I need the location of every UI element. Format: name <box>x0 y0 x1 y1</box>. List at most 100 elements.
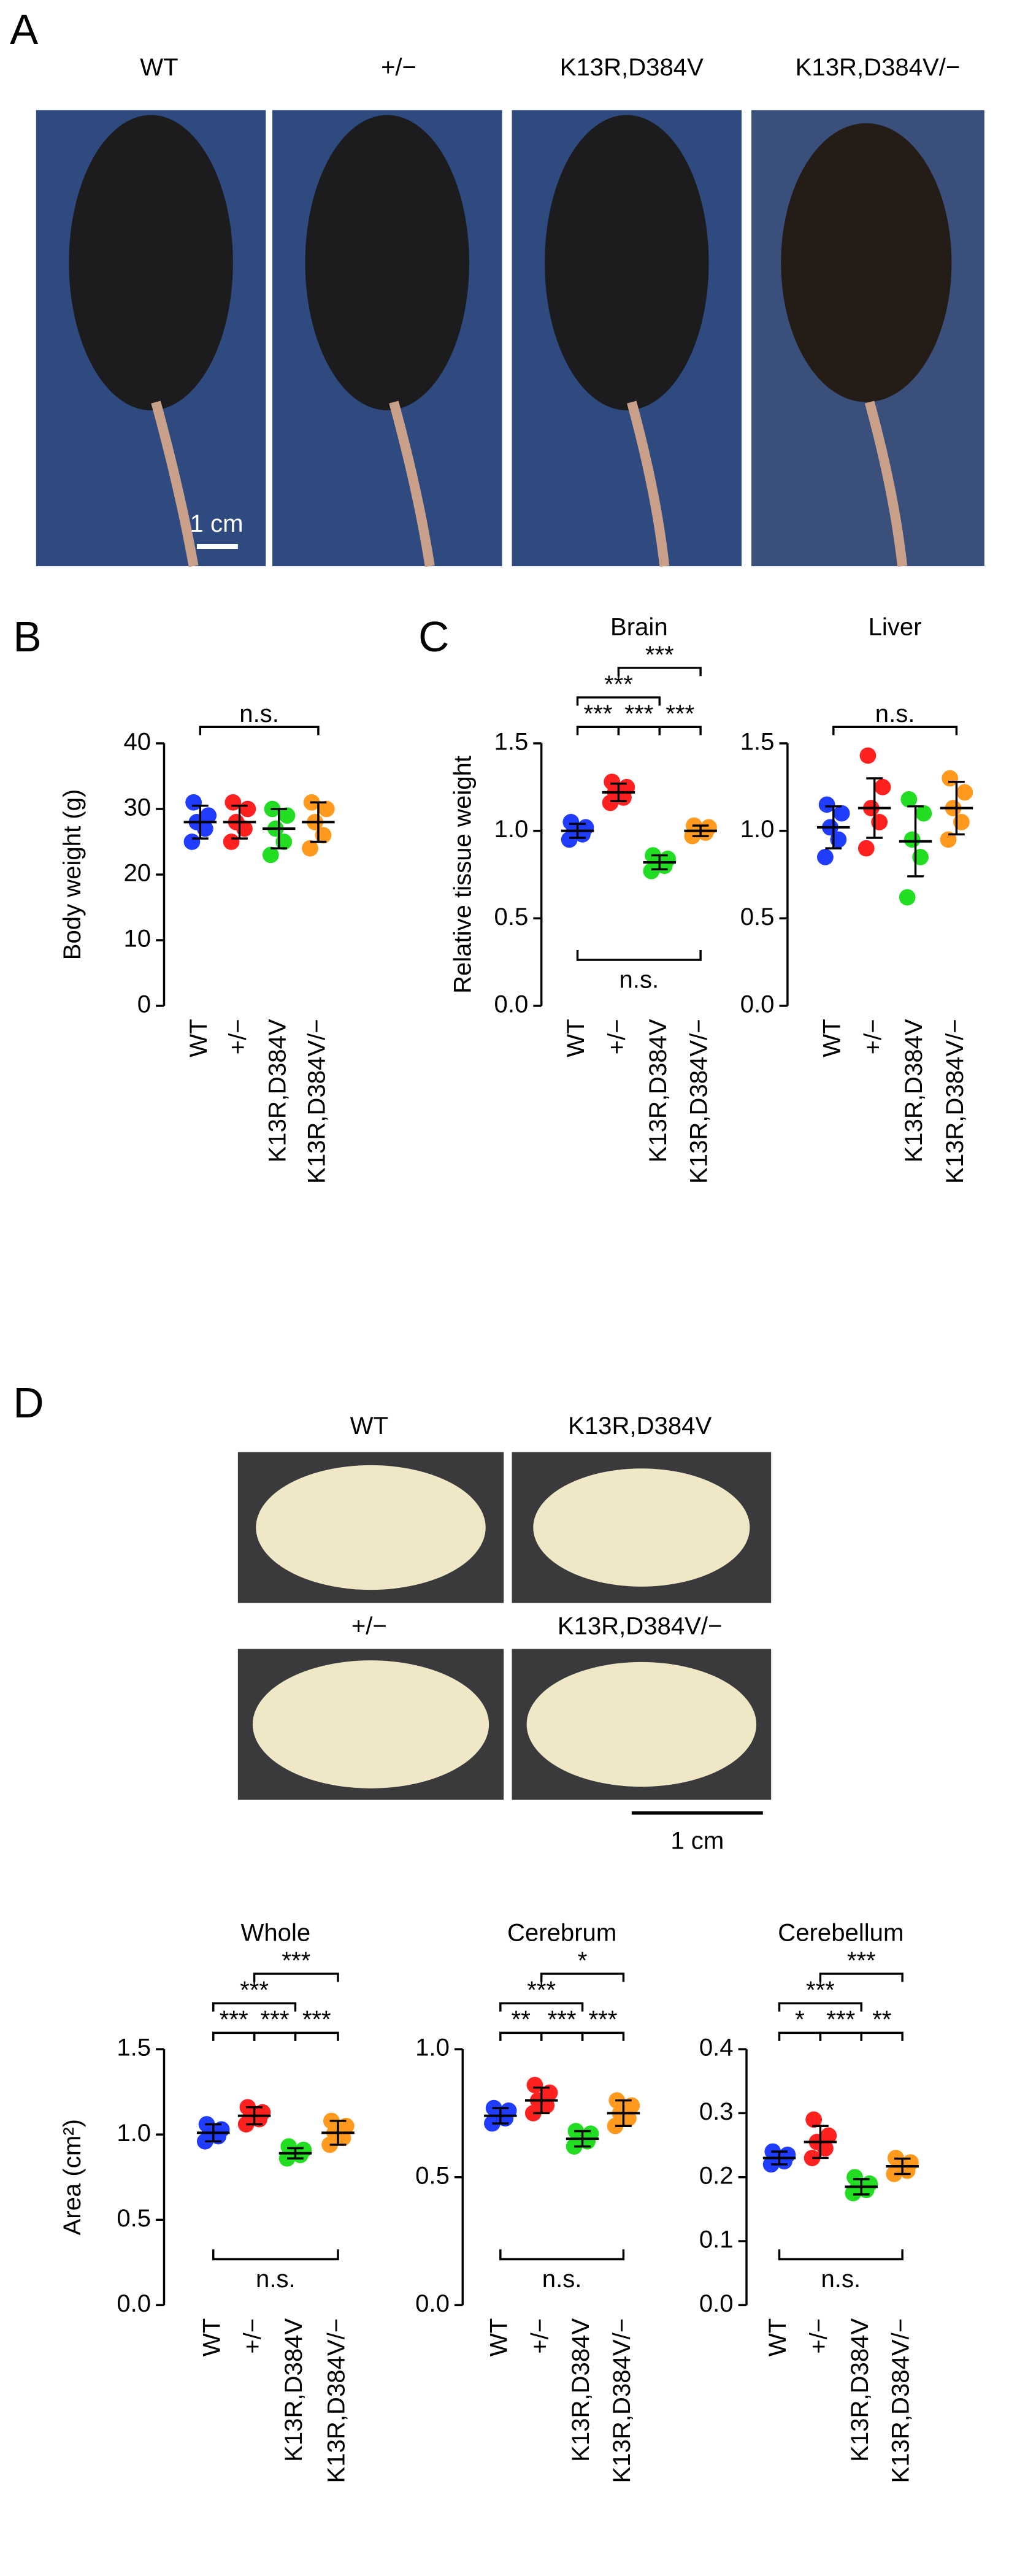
data-point <box>659 850 677 867</box>
y-tick-label: 1.5 <box>740 728 775 756</box>
data-point <box>526 2077 543 2093</box>
data-point <box>200 807 217 824</box>
y-tick-label: 0.0 <box>494 991 529 1018</box>
chart: Liver 0.0 0.5 1.0 1.5 WT +/− K13R,D384V K13R,D38… <box>740 613 973 1184</box>
data-point <box>562 813 580 830</box>
significance-bracket <box>253 1972 339 1982</box>
x-tick-label: WT <box>185 1019 212 1057</box>
data-point <box>900 791 918 808</box>
chart: Brain Relative tissue weight 0.0 0.5 1.0 1.5 W… <box>449 613 717 1184</box>
mouse-photos: WT +/− K13R,D384V K13R,D384V/− 1 cm <box>36 53 984 567</box>
photo-label: +/− <box>381 53 416 81</box>
y-tick-label: 1.5 <box>494 728 529 756</box>
y-tick-label: 0.5 <box>117 2204 151 2232</box>
data-point <box>846 2169 863 2186</box>
x-tick-label: K13R,D384V/− <box>608 2318 635 2483</box>
chart: Body weight (g) 0 10 20 30 40 WT +/− K13R,D384V K… <box>58 700 335 1184</box>
significance-bracket <box>540 1972 625 1982</box>
significance-label: n.s. <box>821 2265 861 2293</box>
x-tick-label: WT <box>764 2318 791 2356</box>
x-tick-label: +/− <box>224 1019 251 1054</box>
panel-letter: D <box>13 1379 44 1427</box>
significance-label: *** <box>220 2006 248 2033</box>
x-tick-label: K13R,D384V/− <box>941 1019 969 1184</box>
photo <box>512 1649 772 1800</box>
chart: Whole Area (cm²) 0.0 0.5 1.0 1.5 WT +/− K13R,D38… <box>58 1919 355 2483</box>
photo-label: WT <box>140 53 178 81</box>
significance-bracket <box>212 2249 339 2261</box>
significance-bracket <box>778 2249 903 2261</box>
x-tick-label: K13R,D384V/− <box>323 2318 350 2483</box>
chart-title: Brain <box>610 613 668 640</box>
significance-label: *** <box>584 700 613 727</box>
panel-letter: B <box>13 613 41 661</box>
y-tick-label: 1.0 <box>117 2119 151 2147</box>
x-tick-label: K13R,D384V <box>846 2318 873 2462</box>
data-point <box>915 805 932 822</box>
y-tick-label: 30 <box>123 794 151 821</box>
y-tick-label: 0.5 <box>740 903 775 930</box>
data-point <box>859 747 877 764</box>
significance-label: *** <box>302 2006 331 2033</box>
data-point <box>861 2175 878 2192</box>
photo-label: K13R,D384V/− <box>558 1612 723 1639</box>
significance-label: *** <box>826 2006 855 2033</box>
panel-letter: A <box>10 6 39 53</box>
significance-label: * <box>795 2006 805 2033</box>
y-tick-label: 40 <box>123 728 151 756</box>
significance-label: n.s. <box>239 700 279 727</box>
photo <box>237 1452 504 1603</box>
significance-bracket <box>778 2002 863 2012</box>
x-tick-label: WT <box>818 1019 845 1057</box>
x-tick-label: +/− <box>859 1019 886 1054</box>
chart: Cerebellum 0.0 0.1 0.2 0.3 0.4 WT +/− K13R,D384V… <box>699 1919 919 2483</box>
photo-label: K13R,D384V/− <box>796 53 961 81</box>
data-point <box>302 840 318 857</box>
chart-title: Cerebrum <box>507 1919 616 1946</box>
x-tick-label: K13R,D384V/− <box>887 2318 915 2483</box>
significance-bracket <box>832 726 958 735</box>
x-tick-label: WT <box>562 1019 589 1057</box>
y-axis-label: Area (cm²) <box>58 2119 86 2235</box>
significance-bracket <box>499 2249 625 2261</box>
significance-bracket <box>294 2031 339 2041</box>
significance-label: n.s. <box>542 2265 582 2293</box>
y-tick-label: 0.5 <box>415 2161 450 2189</box>
photo-label: WT <box>350 1412 388 1439</box>
y-tick-label: 0.0 <box>415 2290 450 2317</box>
significance-label: ** <box>512 2006 531 2033</box>
y-tick-label: 20 <box>123 859 151 887</box>
data-point <box>820 2127 837 2144</box>
y-tick-label: 0.0 <box>699 2290 734 2317</box>
data-point <box>295 2141 312 2158</box>
significance-label: n.s. <box>620 965 659 993</box>
data-point <box>223 834 240 850</box>
scale-label: 1 cm <box>190 510 244 537</box>
significance-label: *** <box>645 641 674 669</box>
data-point <box>940 831 957 848</box>
photo <box>751 110 984 567</box>
y-tick-label: 0.3 <box>699 2098 734 2125</box>
x-tick-label: K13R,D384V/− <box>303 1019 331 1184</box>
data-point <box>818 796 835 813</box>
photo <box>512 1452 772 1603</box>
significance-label: *** <box>847 1947 876 1974</box>
chart-title: Liver <box>869 613 922 640</box>
data-point <box>604 773 621 791</box>
x-tick-label: +/− <box>239 2318 266 2354</box>
significance-bracket <box>576 696 661 706</box>
data-point <box>903 831 921 848</box>
significance-label: *** <box>261 2006 290 2033</box>
photo <box>272 110 502 567</box>
brain-photos: WT K13R,D384V +/− K13R,D384V/− 1 cm <box>237 1412 772 1855</box>
x-tick-label: K13R,D384V <box>567 2318 594 2462</box>
significance-bracket <box>212 2002 297 2012</box>
y-tick-label: 10 <box>123 925 151 953</box>
significance-bracket <box>658 726 702 735</box>
data-point <box>833 805 850 822</box>
data-point <box>817 849 834 865</box>
y-tick-label: 1.0 <box>415 2034 450 2061</box>
significance-bracket <box>581 2031 625 2041</box>
